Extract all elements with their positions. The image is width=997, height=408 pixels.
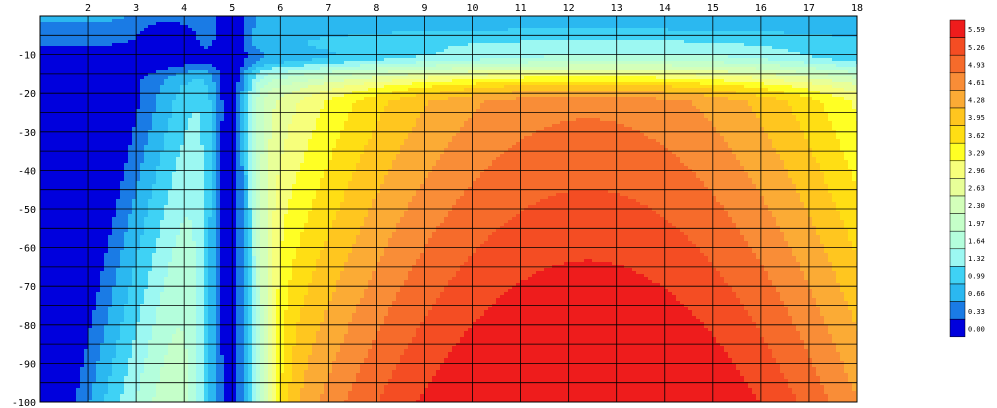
contour-chart: 2 3 4 5 6 7 8 9 10 11 12 13 14 15 16 17 18 -10-20-30-40-… <box>0 0 997 408</box>
